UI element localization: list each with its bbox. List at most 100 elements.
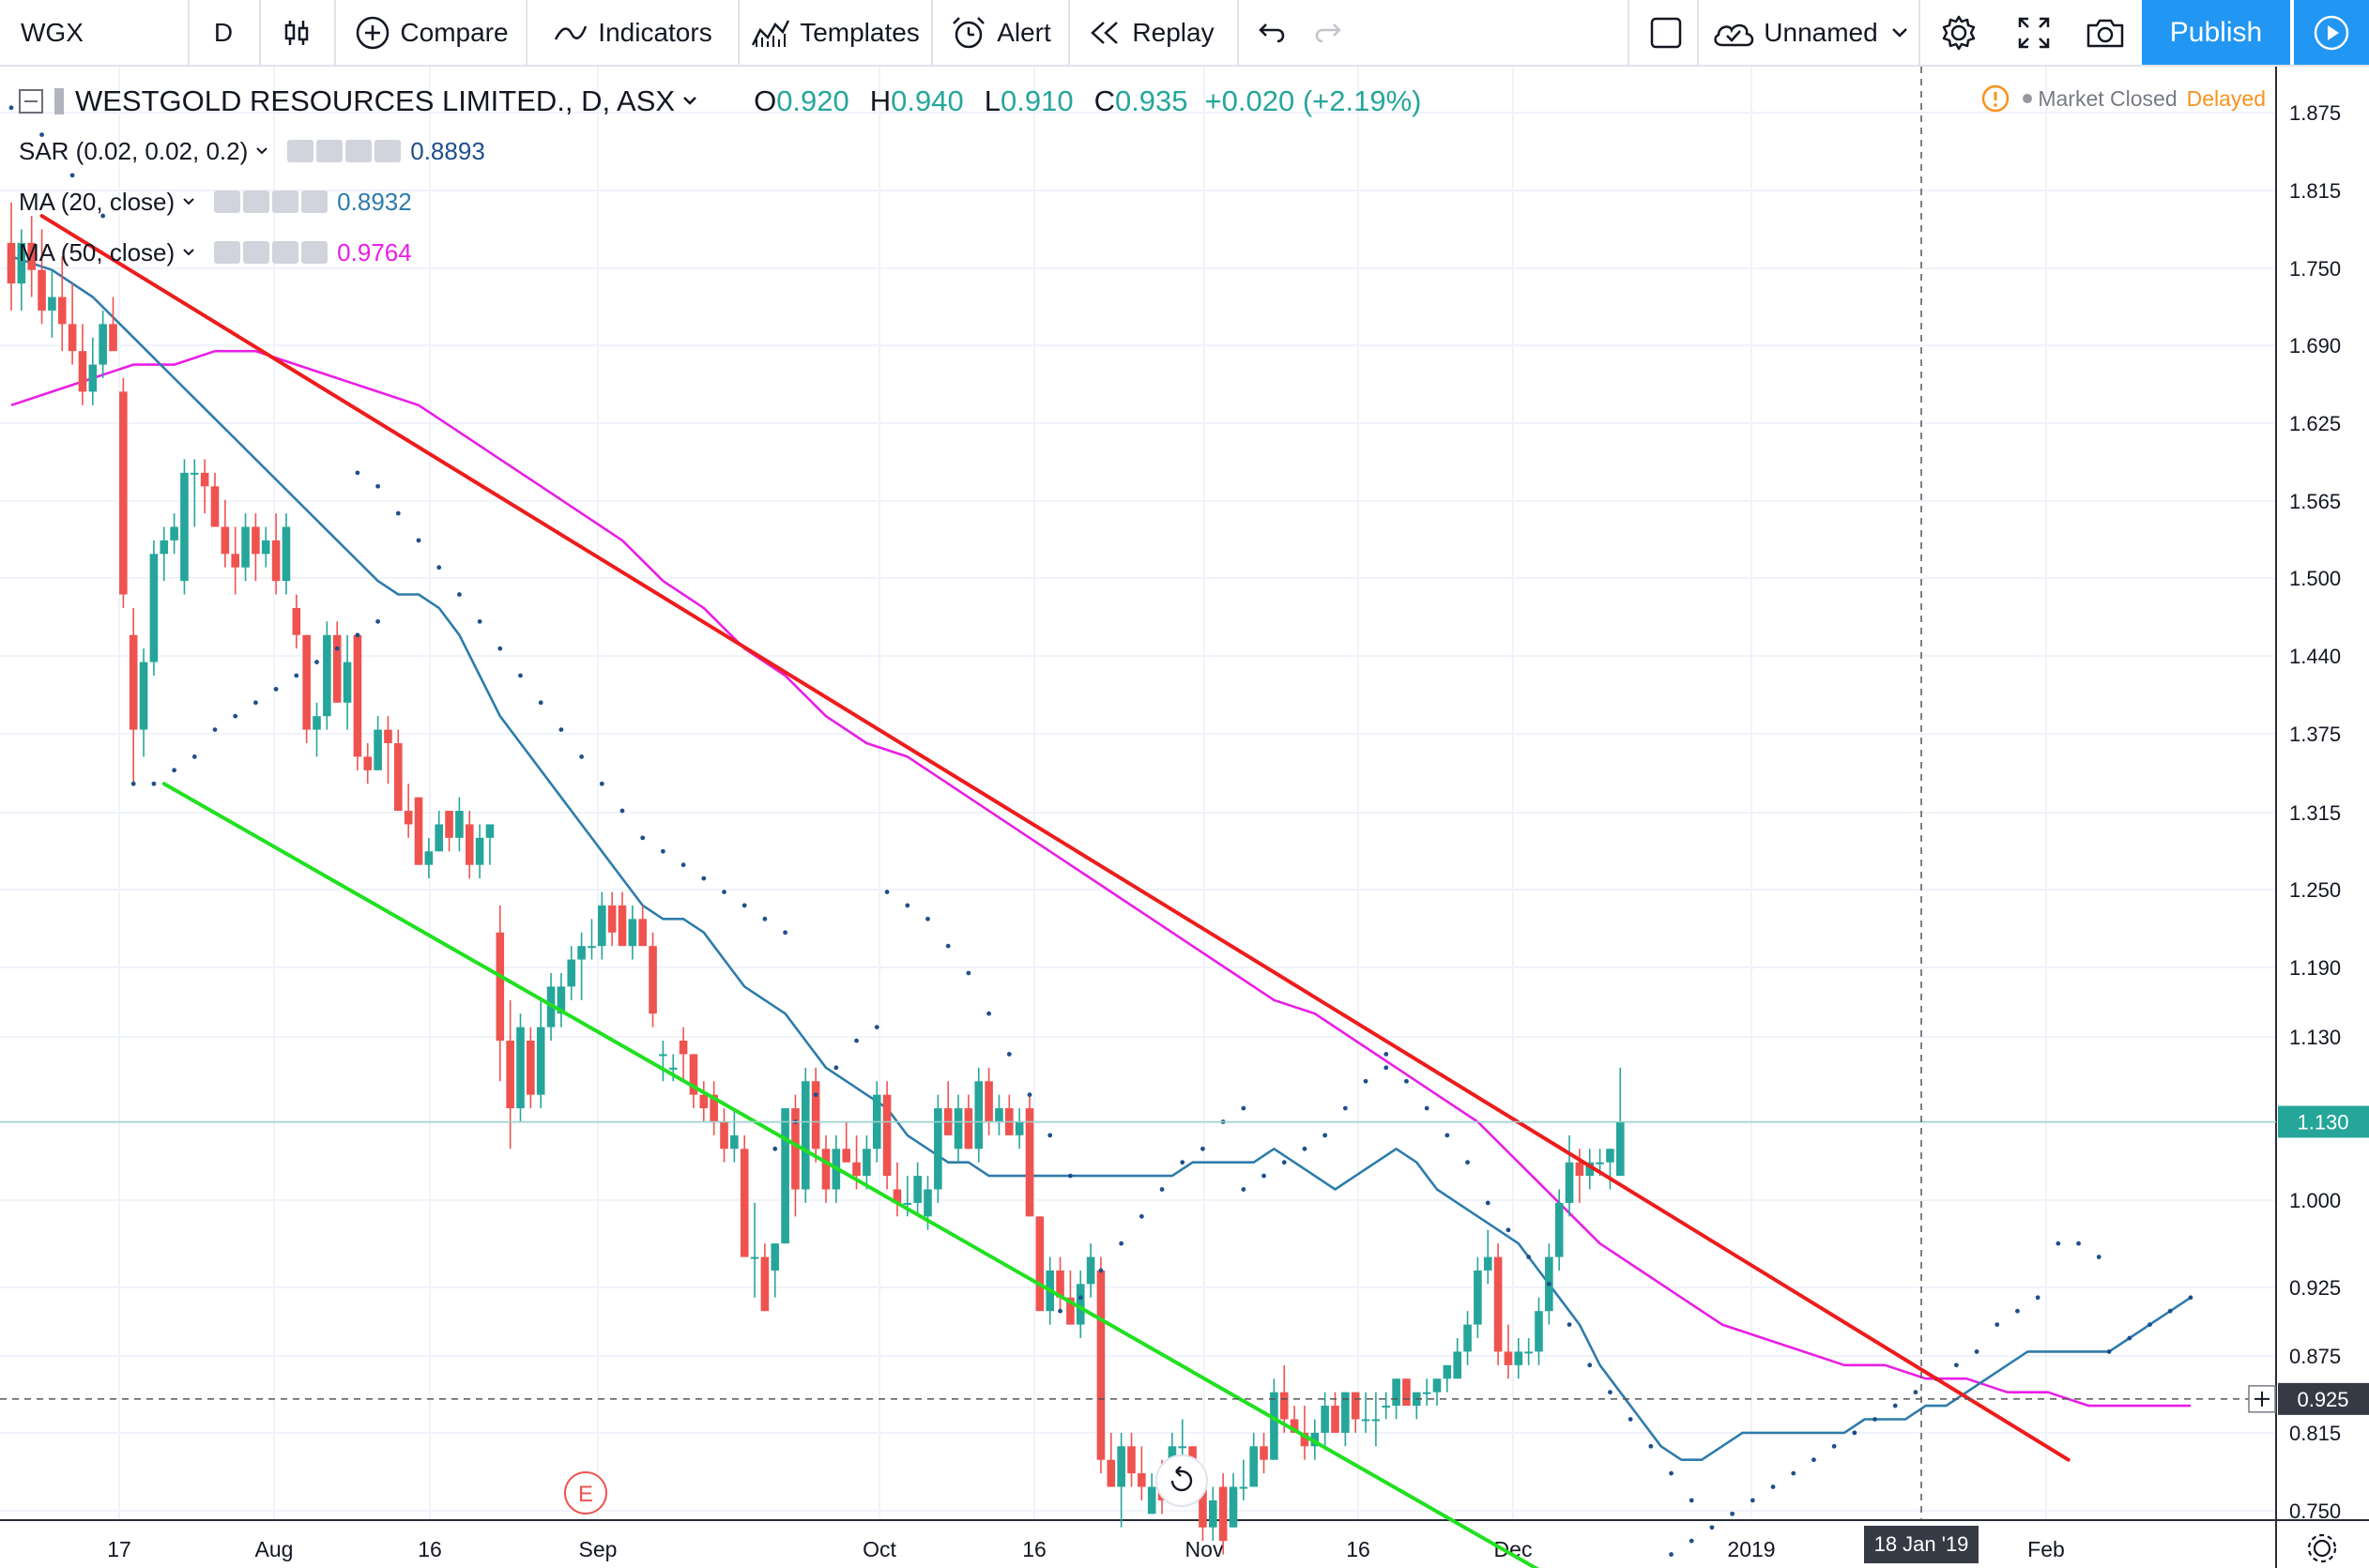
- candle: [78, 324, 87, 405]
- candle: [139, 648, 148, 757]
- candle-body: [1249, 1446, 1258, 1487]
- templates-button[interactable]: Templates: [741, 0, 929, 65]
- layout-menu-button[interactable]: Unnamed: [1704, 0, 1915, 65]
- chart-style-button[interactable]: [261, 0, 332, 65]
- candle-body: [1279, 1392, 1289, 1420]
- symbol-search-button[interactable]: WGX: [0, 0, 122, 65]
- candle-body: [435, 824, 443, 852]
- sar-dot: [1068, 1173, 1073, 1179]
- indicator-controls[interactable]: [214, 190, 329, 213]
- play-button[interactable]: [2294, 0, 2369, 65]
- sar-dot: [1953, 1362, 1959, 1368]
- sar-dot: [1078, 1295, 1083, 1301]
- price-axis[interactable]: 1.875 1.815 1.750 1.690 1.625 1.565 1.500 1.440…: [2275, 67, 2341, 1568]
- market-status-label: Market Closed: [2038, 85, 2178, 111]
- candle-body: [394, 743, 403, 812]
- candle-body: [557, 986, 566, 1014]
- plus-icon[interactable]: [272, 190, 299, 213]
- candle-body: [1310, 1432, 1320, 1447]
- chevron-down-icon[interactable]: [255, 146, 268, 156]
- candle-body: [27, 242, 36, 270]
- candle-body: [1371, 1419, 1381, 1422]
- redo-button[interactable]: [1299, 0, 1355, 65]
- publish-button[interactable]: Publish: [2142, 0, 2290, 65]
- alert-button[interactable]: Alert: [935, 0, 1066, 65]
- candle: [1361, 1392, 1370, 1433]
- candle: [57, 256, 67, 352]
- close-icon[interactable]: [301, 190, 329, 213]
- price-tick-label: 1.690: [2289, 334, 2341, 358]
- chevron-down-icon[interactable]: [182, 197, 195, 206]
- candle-body: [852, 1162, 861, 1177]
- market-status[interactable]: Market Closed Delayed: [1981, 84, 2266, 113]
- drawing-mode-button[interactable]: [1633, 0, 1699, 65]
- close-icon[interactable]: [301, 241, 329, 264]
- candle: [1147, 1473, 1156, 1515]
- snapshot-button[interactable]: [2071, 0, 2140, 65]
- time-axis[interactable]: 17 Aug 16 Sep Oct 16 Nov 16 Dec 2019 Feb: [0, 1519, 2369, 1561]
- indicator-controls[interactable]: [214, 241, 329, 264]
- replay-button[interactable]: Replay: [1072, 0, 1230, 65]
- candle-body: [68, 324, 77, 352]
- trendlines-layer[interactable]: [39, 214, 2071, 1568]
- fullscreen-button[interactable]: [1999, 0, 2069, 65]
- price-tick-label: 1.000: [2289, 1189, 2341, 1212]
- candle-body: [139, 662, 148, 730]
- flag-icon[interactable]: [54, 88, 64, 114]
- eye-icon[interactable]: [214, 190, 241, 213]
- price-tick-label: 1.625: [2289, 412, 2341, 435]
- candle-body: [1025, 1108, 1034, 1217]
- candle-body: [1606, 1149, 1614, 1163]
- undo-button[interactable]: [1245, 0, 1301, 65]
- sar-dot: [2106, 1349, 2112, 1354]
- candle-body: [1239, 1486, 1248, 1489]
- chevron-down-icon[interactable]: [682, 96, 697, 107]
- sar-dot: [39, 132, 44, 138]
- compare-button[interactable]: Compare: [338, 0, 526, 65]
- candle-body: [1270, 1392, 1278, 1460]
- ma50-legend[interactable]: MA (50, close) 0.9764: [19, 232, 412, 273]
- candle-body: [1178, 1446, 1187, 1449]
- price-chart[interactable]: 1.875 1.815 1.750 1.690 1.625 1.565 1.500 1.440…: [0, 66, 2369, 1568]
- plus-circle-icon: [357, 16, 390, 49]
- candle-body: [1199, 1486, 1207, 1528]
- sar-dot: [497, 646, 503, 651]
- chart-settings-icon[interactable]: [2307, 1533, 2337, 1563]
- reset-button-circle: [1155, 1454, 1208, 1507]
- candle: [313, 702, 321, 757]
- candle: [506, 999, 514, 1149]
- separator: [526, 0, 527, 65]
- chevron-down-icon[interactable]: [182, 248, 195, 257]
- settings-button[interactable]: [1924, 0, 1994, 65]
- collapse-icon[interactable]: [19, 89, 43, 114]
- gear-icon[interactable]: [316, 140, 344, 162]
- sar-dot: [2035, 1295, 2040, 1301]
- candle-body: [17, 242, 26, 284]
- candle: [1127, 1432, 1136, 1487]
- close-icon[interactable]: [374, 140, 402, 162]
- candle-body: [791, 1108, 800, 1190]
- plus-icon[interactable]: [345, 140, 373, 162]
- candle-body: [1117, 1446, 1125, 1487]
- indicators-button[interactable]: Indicators: [529, 0, 736, 65]
- indicator-controls[interactable]: [287, 140, 402, 162]
- plus-icon[interactable]: [272, 241, 299, 264]
- ma20-legend[interactable]: MA (20, close) 0.8932: [19, 181, 412, 222]
- candle-body: [811, 1081, 820, 1149]
- layout-name: Unnamed: [1764, 17, 1878, 47]
- candle-body: [57, 297, 67, 325]
- price-tick-label: 1.750: [2289, 257, 2341, 281]
- symbol-title[interactable]: WESTGOLD RESOURCES LIMITED., D, ASX: [75, 84, 676, 117]
- gear-icon[interactable]: [243, 190, 270, 213]
- reset-chart-button[interactable]: [1155, 1454, 1208, 1507]
- candle: [119, 377, 128, 608]
- gear-icon[interactable]: [243, 241, 270, 264]
- candle: [1453, 1338, 1461, 1379]
- separator: [1068, 0, 1070, 65]
- eye-icon[interactable]: [214, 241, 241, 264]
- interval-button[interactable]: D: [190, 0, 257, 65]
- sar-dot: [2015, 1308, 2020, 1314]
- sar-dot: [966, 970, 971, 976]
- eye-icon[interactable]: [287, 140, 314, 162]
- sar-legend[interactable]: SAR (0.02, 0.02, 0.2) 0.8893: [19, 130, 485, 172]
